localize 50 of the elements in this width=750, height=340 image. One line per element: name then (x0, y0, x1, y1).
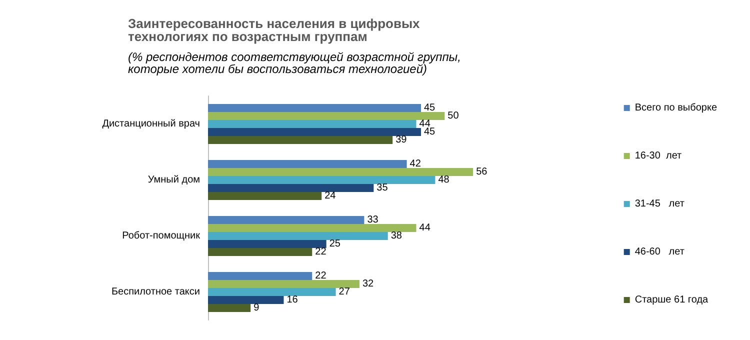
bar (208, 232, 388, 240)
bar (208, 216, 364, 224)
data-label: 42 (410, 158, 422, 170)
bar (208, 192, 322, 200)
bar (208, 184, 374, 192)
data-label: 16 (286, 294, 298, 306)
bar (208, 224, 416, 232)
data-label: 38 (390, 230, 402, 242)
data-label: 25 (329, 238, 341, 250)
legend-label: 31-45 лет (634, 198, 685, 210)
bar (208, 136, 393, 144)
data-label: 45 (424, 126, 436, 138)
data-label: 45 (424, 102, 436, 114)
data-label: 44 (419, 222, 431, 234)
bar (208, 176, 436, 184)
y-tick-label: Дистанционный врач (102, 118, 200, 130)
data-label: 35 (376, 182, 388, 194)
data-label: 22 (315, 246, 327, 258)
legend-label: 16-30 лет (634, 150, 682, 162)
data-label: 48 (438, 174, 450, 186)
bar (208, 280, 360, 288)
bar (208, 168, 474, 176)
data-label: 27 (338, 286, 350, 298)
y-tick-label: Умный дом (148, 174, 200, 186)
bar (208, 112, 445, 120)
bar (208, 304, 251, 312)
bar (208, 288, 336, 296)
bar (208, 120, 416, 128)
data-label: 22 (315, 270, 327, 282)
data-label: 32 (362, 278, 374, 290)
bar (208, 248, 312, 256)
data-label: 39 (396, 134, 408, 146)
y-tick-label: Робот-помощник (122, 230, 201, 242)
y-tick-label: Беспилотное такси (111, 286, 200, 298)
data-label: 9 (254, 302, 260, 314)
data-label: 24 (324, 190, 336, 202)
legend-label: Всего по выборке (634, 102, 718, 114)
legend-label: Старше 61 года (634, 294, 709, 306)
bar (208, 272, 312, 280)
bar (208, 128, 421, 136)
bar (208, 240, 326, 248)
chart-subtitle: (% респондентов соответствующей возрастной группы, которые хотели бы воспользоваться технологией) (128, 50, 464, 76)
bar (208, 104, 421, 112)
bar (208, 160, 407, 168)
data-label: 56 (476, 166, 488, 178)
data-label: 50 (448, 110, 460, 122)
bar (208, 296, 284, 304)
data-label: 33 (367, 214, 379, 226)
legend-label: 46-60 лет (634, 246, 685, 258)
chart-title: Заинтересованность населения в цифровых технологиях по возрастным группам (128, 16, 424, 44)
